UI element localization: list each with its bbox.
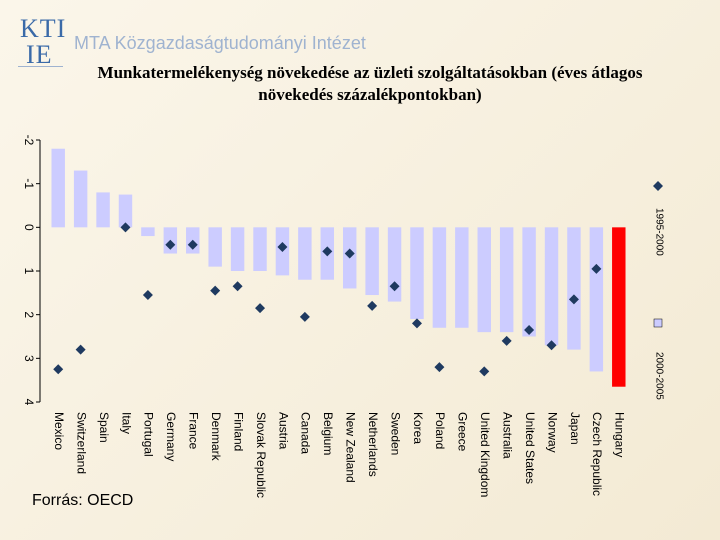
chart-title: Munkatermelékenység növekedése az üzleti… bbox=[97, 63, 643, 104]
x-tick-label: Korea bbox=[411, 412, 425, 444]
x-tick-label: Portugal bbox=[142, 412, 156, 457]
marker bbox=[389, 281, 400, 292]
marker bbox=[299, 311, 310, 322]
legend-label: 2000-2005 bbox=[653, 352, 664, 400]
marker bbox=[232, 281, 243, 292]
x-tick-label: Spain bbox=[97, 412, 111, 443]
bar bbox=[387, 227, 402, 302]
marker bbox=[120, 222, 131, 233]
bar bbox=[589, 227, 604, 372]
logo: KTI bbox=[20, 14, 67, 43]
bar bbox=[499, 227, 514, 333]
x-tick-label: Norway bbox=[545, 412, 559, 453]
bar bbox=[298, 227, 312, 280]
bar bbox=[567, 227, 581, 350]
y-tick-label: 3 bbox=[22, 355, 36, 362]
bar bbox=[522, 227, 536, 337]
x-tick-label: New Zealand bbox=[344, 412, 358, 483]
x-tick-label: Denmark bbox=[209, 412, 223, 462]
marker bbox=[187, 239, 198, 250]
x-tick-label: Belgium bbox=[321, 412, 335, 455]
y-tick-label: -2 bbox=[22, 135, 36, 146]
y-tick-label: 2 bbox=[22, 311, 36, 318]
bar bbox=[118, 194, 133, 228]
marker bbox=[344, 248, 355, 259]
marker bbox=[142, 290, 153, 301]
bar bbox=[365, 227, 379, 296]
marker bbox=[322, 246, 333, 257]
bar bbox=[544, 227, 559, 346]
x-tick-label: Germany bbox=[164, 412, 178, 461]
bar bbox=[208, 227, 222, 267]
y-tick-label: 4 bbox=[22, 399, 36, 406]
y-tick-label: -1 bbox=[22, 178, 36, 189]
x-tick-label: Greece bbox=[456, 412, 470, 452]
legend-label: 1995-2000 bbox=[653, 208, 664, 256]
marker bbox=[568, 294, 579, 305]
x-tick-label: United Kingdom bbox=[478, 412, 492, 497]
x-tick-label: Mexico bbox=[52, 412, 66, 450]
x-tick-label: Austria bbox=[276, 412, 290, 450]
logo: IE bbox=[26, 40, 53, 69]
x-tick-label: United States bbox=[523, 412, 537, 484]
x-tick-label: Czech Republic bbox=[590, 412, 604, 496]
x-tick-label: Switzerland bbox=[74, 412, 88, 474]
bar bbox=[96, 192, 110, 228]
header: MTA Közgazdaságtudományi Intézet bbox=[74, 33, 366, 53]
bar bbox=[230, 227, 245, 271]
marker bbox=[165, 239, 176, 250]
x-tick-label: Netherlands bbox=[366, 412, 380, 477]
marker bbox=[479, 366, 490, 377]
x-tick-label: Italy bbox=[119, 412, 133, 434]
marker bbox=[53, 364, 64, 375]
x-tick-label: Finland bbox=[231, 412, 245, 451]
marker bbox=[75, 344, 86, 355]
x-tick-label: Australia bbox=[501, 412, 515, 459]
bar bbox=[455, 227, 469, 328]
marker bbox=[434, 362, 445, 373]
marker bbox=[277, 241, 288, 252]
x-tick-label: Slovak Republic bbox=[254, 412, 268, 498]
legend-marker bbox=[653, 181, 663, 191]
bar bbox=[410, 227, 424, 320]
x-tick-label: Poland bbox=[433, 412, 447, 449]
bar bbox=[141, 227, 155, 237]
divider bbox=[18, 66, 63, 67]
bar bbox=[432, 227, 447, 328]
marker bbox=[255, 303, 266, 314]
bar bbox=[477, 227, 491, 333]
marker bbox=[210, 285, 221, 296]
marker bbox=[367, 300, 378, 311]
source: Forrás: OECD bbox=[32, 492, 134, 509]
bar bbox=[612, 227, 626, 387]
bar bbox=[51, 148, 65, 228]
marker bbox=[591, 263, 602, 274]
y-tick-label: 0 bbox=[22, 224, 36, 231]
marker bbox=[524, 324, 535, 335]
legend-marker bbox=[653, 318, 663, 328]
marker bbox=[501, 335, 512, 346]
marker bbox=[546, 340, 557, 351]
x-tick-label: Sweden bbox=[388, 412, 402, 455]
x-tick-label: Canada bbox=[299, 412, 313, 454]
bar bbox=[253, 227, 267, 271]
x-tick-label: Hungary bbox=[613, 412, 627, 457]
x-tick-label: Japan bbox=[568, 412, 582, 445]
x-tick-label: France bbox=[187, 412, 201, 450]
marker bbox=[411, 318, 422, 329]
bar bbox=[73, 170, 88, 228]
y-tick-label: 1 bbox=[22, 268, 36, 275]
